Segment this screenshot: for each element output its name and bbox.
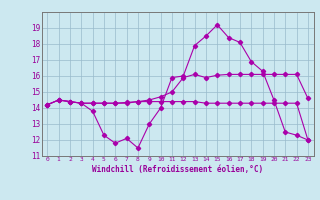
X-axis label: Windchill (Refroidissement éolien,°C): Windchill (Refroidissement éolien,°C) <box>92 165 263 174</box>
